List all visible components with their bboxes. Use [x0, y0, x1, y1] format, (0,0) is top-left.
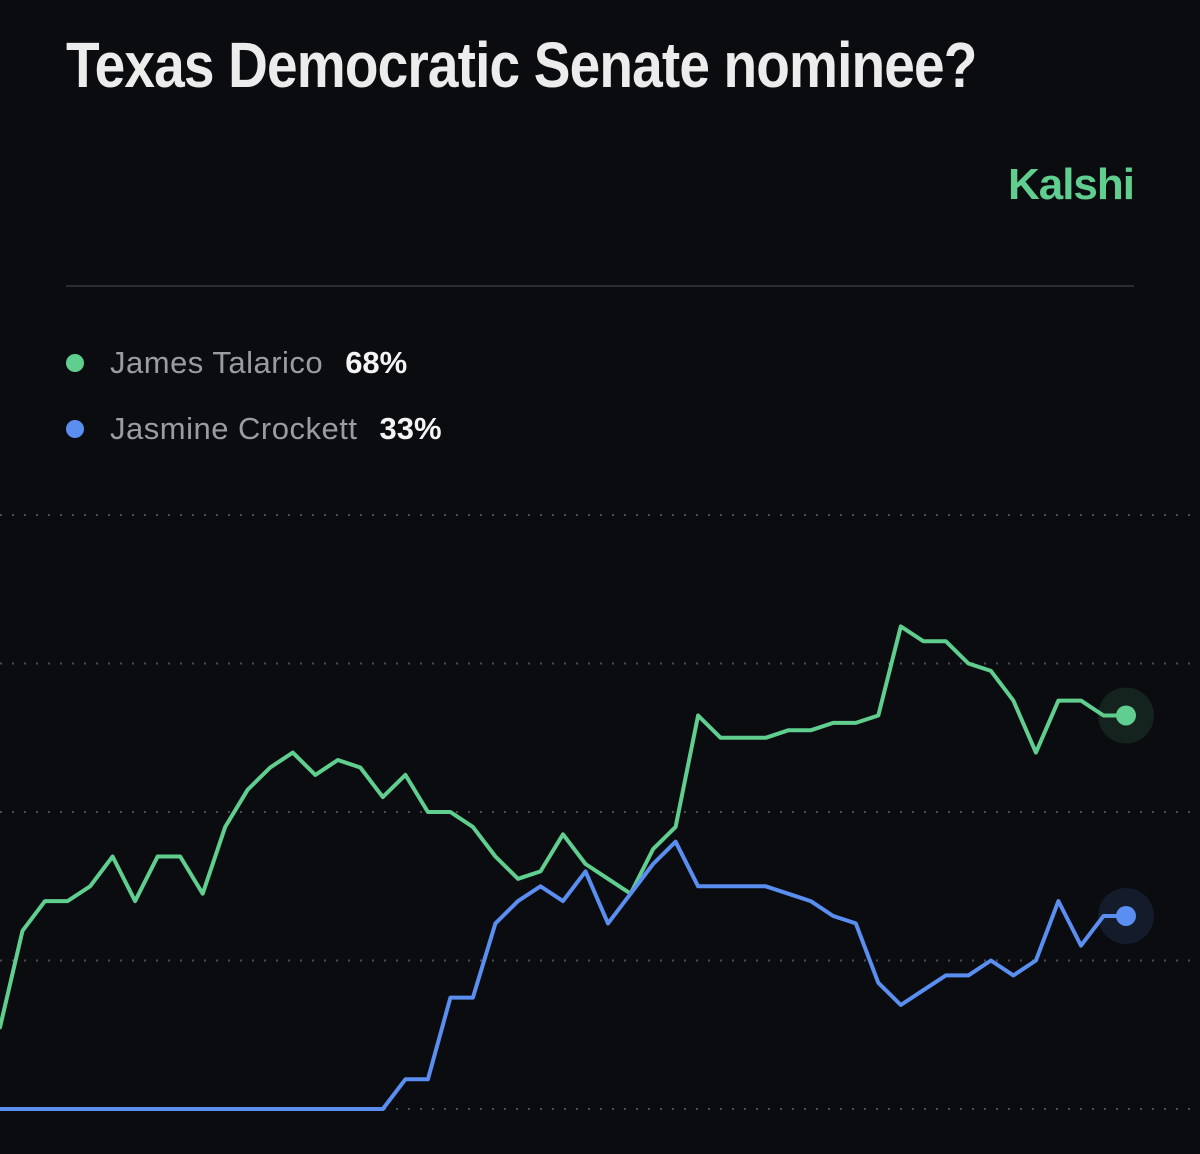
legend-dot-talarico: [66, 354, 84, 372]
legend-value-crockett: 33%: [379, 411, 442, 446]
page-title: Texas Democratic Senate nominee?: [66, 29, 977, 101]
legend-item-talarico[interactable]: James Talarico 68%: [66, 330, 442, 396]
legend-dot-crockett: [66, 420, 84, 438]
kalshi-logo[interactable]: Kalshi: [1007, 160, 1135, 209]
header-divider: [66, 285, 1134, 287]
legend-value-talarico: 68%: [345, 345, 408, 380]
end-marker-james-talarico[interactable]: [1116, 705, 1136, 726]
series-line-jasmine-crockett: [0, 839, 1128, 1111]
legend-name-crockett: Jasmine Crockett: [110, 411, 358, 446]
legend-item-crockett[interactable]: Jasmine Crockett 33%: [66, 396, 442, 462]
series-line-james-talarico: [0, 624, 1128, 1030]
legend-name-talarico: James Talarico: [110, 345, 324, 380]
end-marker-jasmine-crockett[interactable]: [1116, 905, 1136, 926]
chart-legend: James Talarico 68% Jasmine Crockett 33%: [66, 330, 442, 462]
